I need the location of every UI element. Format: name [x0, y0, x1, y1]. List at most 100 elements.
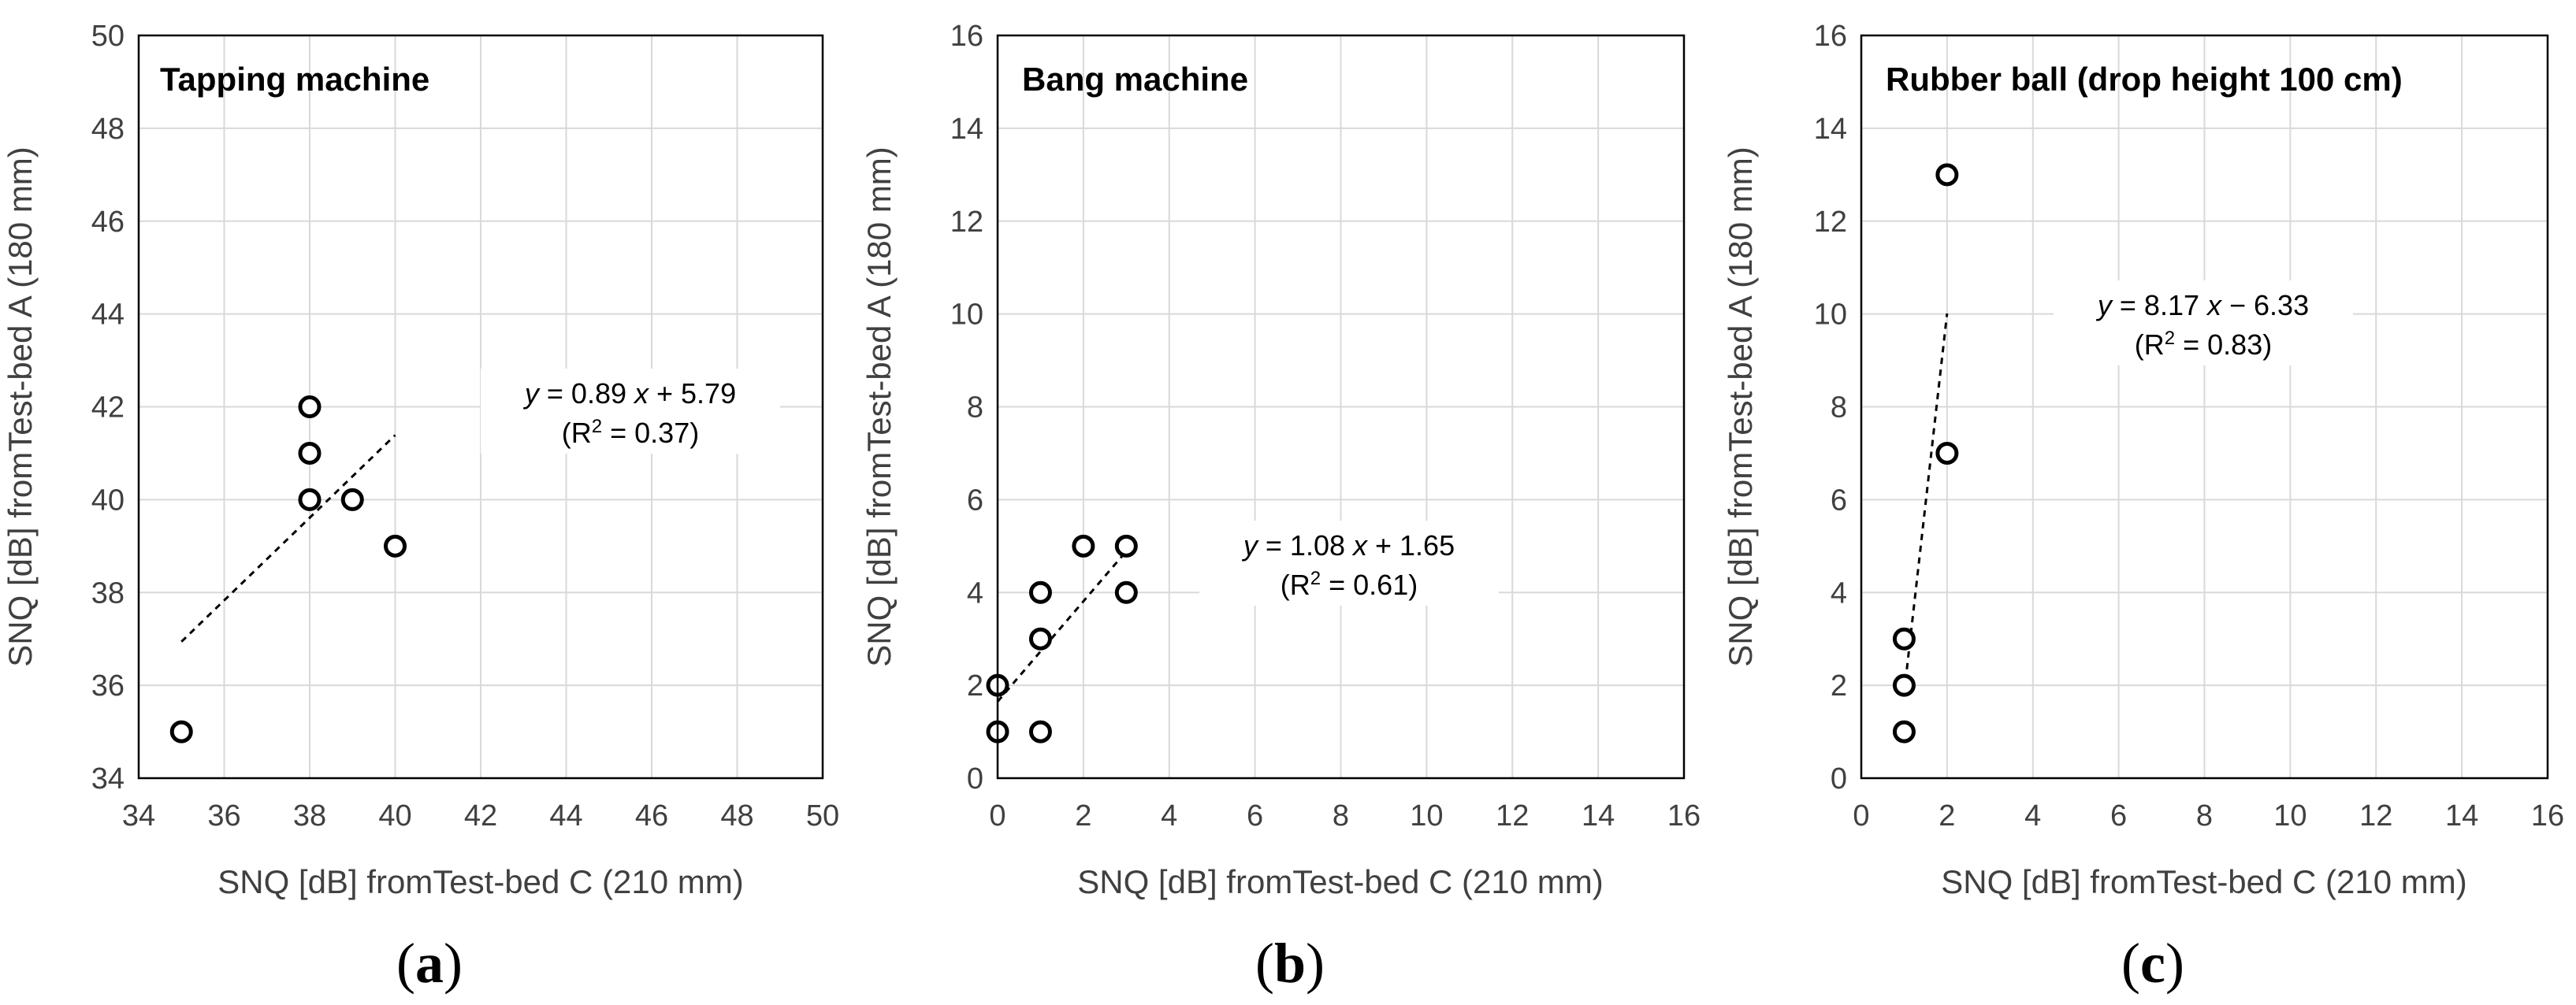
data-point — [1892, 720, 1916, 744]
plot-frame — [996, 34, 1686, 780]
data-point — [1028, 627, 1052, 651]
equation-y: y — [1241, 529, 1259, 562]
y-tick-label: 40 — [91, 484, 125, 517]
y-tick-label: 4 — [1831, 577, 1847, 610]
r-squared-superscript: 2 — [592, 416, 602, 437]
y-tick-label: 10 — [1814, 299, 1847, 332]
data-point — [1892, 627, 1916, 651]
equation-intercept: − 6.33 — [2221, 289, 2309, 321]
panel-label-close-paren: ) — [1306, 932, 1325, 995]
x-tick-label: 4 — [2024, 799, 2041, 833]
panel-label-letter: a — [415, 932, 444, 995]
data-point — [298, 441, 322, 465]
y-tick-label: 48 — [91, 113, 125, 146]
x-axis-title: SNQ [dB] fromTest-bed C (210 mm) — [1077, 863, 1604, 900]
panel-label-letter: b — [1274, 932, 1306, 995]
y-axis-title: SNQ [dB] fromTest-bed A (180 mm) — [2, 146, 39, 667]
plot-frame — [1860, 34, 2549, 780]
x-tick-label: 2 — [1075, 799, 1091, 833]
data-point — [1114, 534, 1138, 558]
r-squared: (R2 = 0.37) — [562, 416, 699, 450]
data-point — [1028, 580, 1052, 604]
y-tick-label: 36 — [91, 669, 125, 703]
x-axis-title: SNQ [dB] fromTest-bed C (210 mm) — [217, 863, 744, 900]
data-point — [340, 488, 364, 511]
x-tick-label: 2 — [1939, 799, 1955, 833]
annotation-background — [2054, 280, 2353, 365]
y-tick-label: 8 — [967, 391, 983, 425]
x-tick-label: 38 — [293, 799, 326, 833]
y-tick-label: 2 — [967, 669, 983, 703]
data-point — [1028, 720, 1052, 744]
x-tick-label: 16 — [1667, 799, 1701, 833]
y-tick-label: 44 — [91, 299, 125, 332]
x-tick-label: 44 — [549, 799, 582, 833]
y-tick-label: 2 — [1831, 669, 1847, 703]
y-tick-label: 46 — [91, 206, 125, 239]
data-point — [1935, 441, 1959, 465]
equation-coefficient: = 1.08 — [1258, 529, 1353, 562]
trendline — [996, 550, 1128, 703]
panel-label-letter: c — [2140, 932, 2165, 995]
data-point — [1892, 673, 1916, 697]
x-tick-label: 14 — [2445, 799, 2478, 833]
r-squared-value: = 0.61) — [1321, 569, 1418, 601]
x-tick-label: 46 — [635, 799, 668, 833]
x-tick-label: 48 — [720, 799, 753, 833]
x-tick-label: 36 — [207, 799, 240, 833]
data-point — [1072, 534, 1095, 558]
y-tick-label: 16 — [1814, 20, 1847, 53]
y-tick-label: 42 — [91, 391, 125, 425]
annotation-background — [481, 369, 780, 454]
y-tick-label: 0 — [967, 762, 983, 795]
equation-x: x — [1351, 529, 1369, 562]
equation-intercept: + 1.65 — [1367, 529, 1455, 562]
x-tick-label: 50 — [806, 799, 839, 833]
equation-intercept: + 5.79 — [649, 377, 736, 410]
x-axis-title: SNQ [dB] fromTest-bed C (210 mm) — [1941, 863, 2467, 900]
y-tick-label: 38 — [91, 577, 125, 610]
chart-panel-c: 0 2 4 6 8 10 12 14 16 0 2 4 6 8 10 12 14 16 y = 8.17 x − 6… — [1722, 20, 2564, 995]
y-axis-title: SNQ [dB] fromTest-bed A (180 mm) — [861, 146, 898, 667]
y-tick-label: 6 — [1831, 484, 1847, 517]
x-tick-label: 10 — [1410, 799, 1443, 833]
data-point — [1935, 163, 1959, 187]
panel-title: Bang machine — [1022, 61, 1248, 98]
y-tick-label: 6 — [967, 484, 983, 517]
data-point — [298, 395, 322, 418]
y-tick-label: 4 — [967, 577, 983, 610]
panel-label-open-paren: ( — [396, 932, 415, 995]
panel-label-open-paren: ( — [1255, 932, 1274, 995]
x-tick-label: 16 — [2531, 799, 2564, 833]
x-tick-label: 0 — [1853, 799, 1869, 833]
x-tick-label: 8 — [2196, 799, 2213, 833]
x-tick-label: 10 — [2273, 799, 2307, 833]
x-tick-label: 8 — [1333, 799, 1349, 833]
x-tick-label: 12 — [1496, 799, 1529, 833]
y-tick-label: 0 — [1831, 762, 1847, 795]
y-axis-title: SNQ [dB] fromTest-bed A (180 mm) — [1722, 146, 1759, 667]
chart-panel-a: 34 36 38 40 42 44 46 48 50 34 36 38 40 42 44 46 48 50 y = … — [2, 20, 839, 995]
equation-y: y — [522, 377, 541, 410]
panel-label-close-paren: ) — [2165, 932, 2184, 995]
x-tick-label: 12 — [2359, 799, 2392, 833]
panel-label-close-paren: ) — [444, 932, 463, 995]
x-tick-label: 6 — [2110, 799, 2127, 833]
x-tick-label: 4 — [1161, 799, 1177, 833]
r-squared-prefix: (R — [2135, 328, 2165, 361]
r-squared-superscript: 2 — [1310, 568, 1321, 589]
y-tick-label: 14 — [1814, 113, 1847, 146]
r-squared-prefix: (R — [1281, 569, 1310, 601]
r-squared-superscript: 2 — [2165, 328, 2175, 349]
y-tick-label: 10 — [950, 299, 983, 332]
y-tick-label: 8 — [1831, 391, 1847, 425]
r-squared-value: = 0.83) — [2175, 328, 2272, 361]
data-point — [169, 720, 193, 744]
r-squared: (R2 = 0.83) — [2135, 328, 2272, 362]
equation-coefficient: = 8.17 — [2112, 289, 2207, 321]
r-squared-value: = 0.37) — [602, 417, 699, 449]
r-squared: (R2 = 0.61) — [1281, 568, 1418, 602]
annotation-background — [1199, 521, 1499, 606]
x-tick-label: 6 — [1247, 799, 1263, 833]
